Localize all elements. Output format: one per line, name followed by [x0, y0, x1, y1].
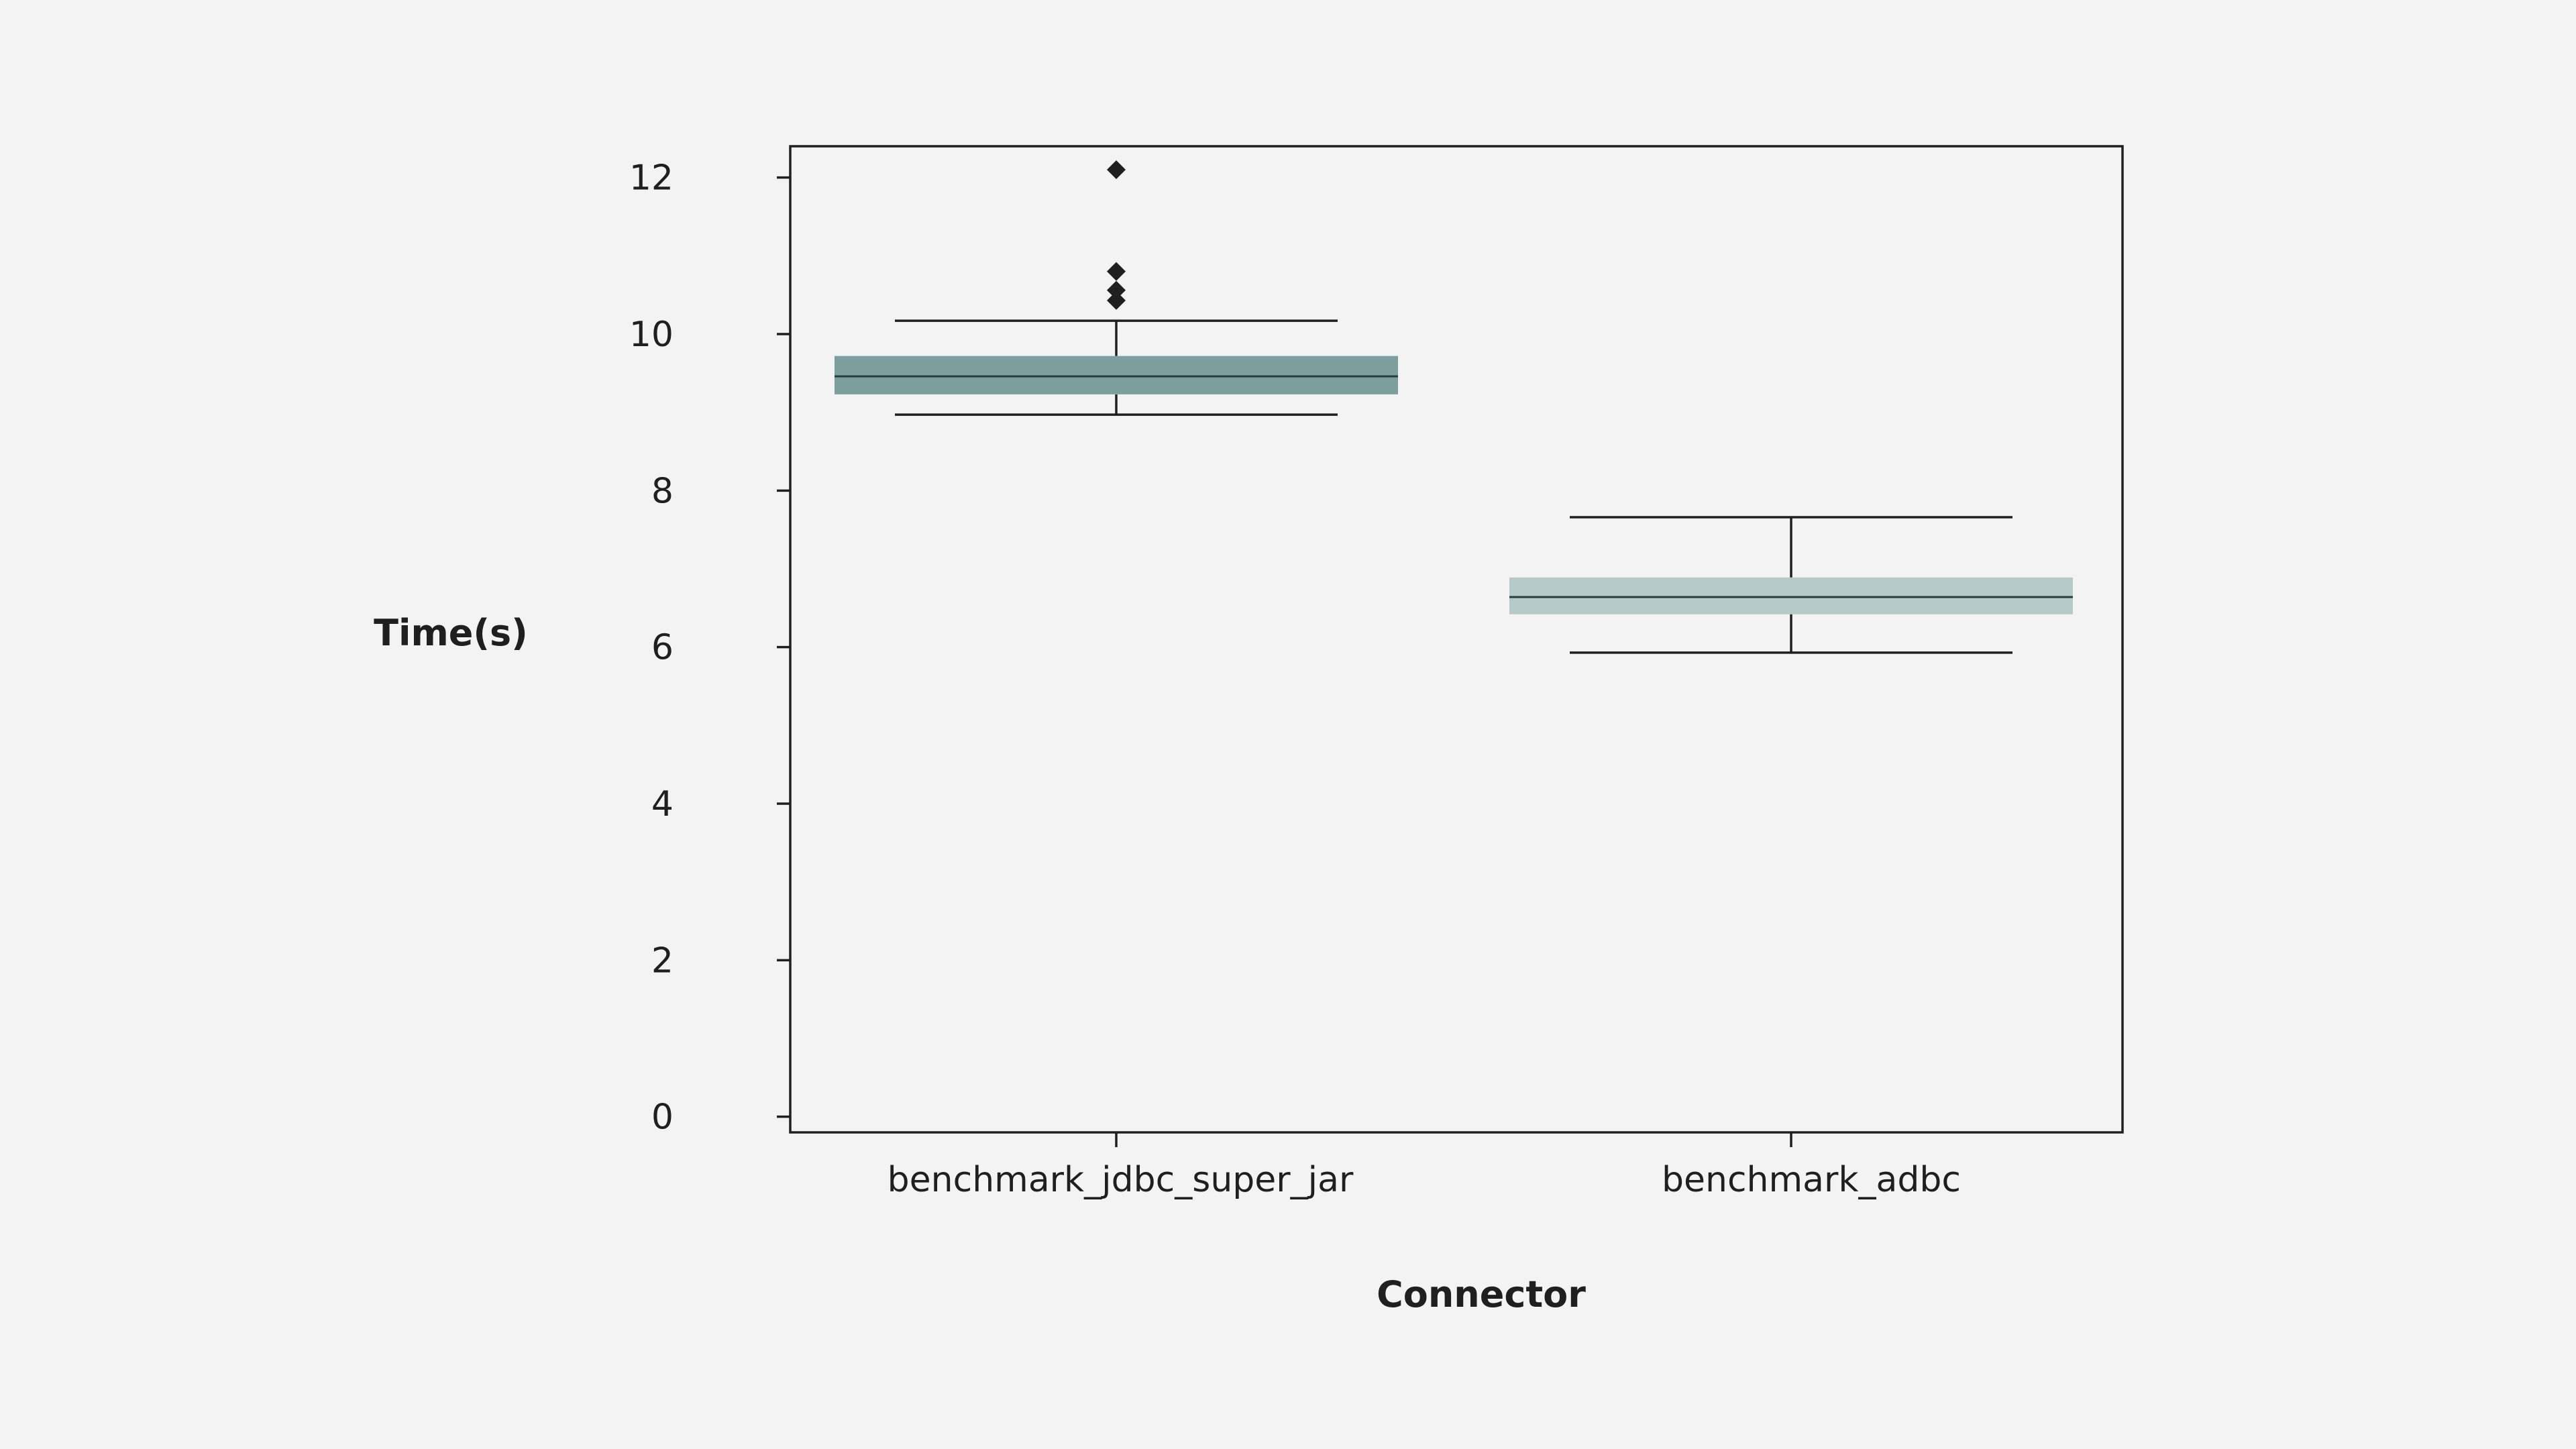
x-tick-label: benchmark_adbc	[1662, 1160, 1961, 1200]
box-benchmark_jdbc_super_jar	[835, 160, 1398, 416]
outlier-point	[1107, 160, 1126, 179]
iqr-box	[1509, 577, 2073, 614]
outlier-point	[1107, 290, 1126, 310]
x-tick-label: benchmark_jdbc_super_jar	[888, 1160, 1354, 1200]
y-tick-label: 12	[629, 158, 674, 199]
outlier-point	[1107, 280, 1126, 300]
y-axis-title: Time(s)	[374, 612, 528, 654]
y-tick-label: 8	[651, 471, 674, 511]
iqr-box	[835, 356, 1398, 394]
y-tick-label: 4	[651, 784, 674, 824]
y-tick-label: 6	[651, 628, 674, 668]
y-tick-label: 2	[651, 941, 674, 981]
box-series	[835, 160, 2073, 654]
x-axis-title: Connector	[1377, 1273, 1586, 1316]
box-benchmark_adbc	[1509, 516, 2073, 654]
y-axis: 0 2 4 6 8 10 12	[629, 158, 790, 1138]
plot-frame	[789, 145, 2124, 1134]
y-tick-label: 0	[651, 1097, 674, 1138]
y-tick-label: 10	[629, 315, 674, 355]
x-axis: benchmark_jdbc_super_jar benchmark_adbc	[888, 1132, 1961, 1200]
outlier-point	[1107, 262, 1126, 281]
